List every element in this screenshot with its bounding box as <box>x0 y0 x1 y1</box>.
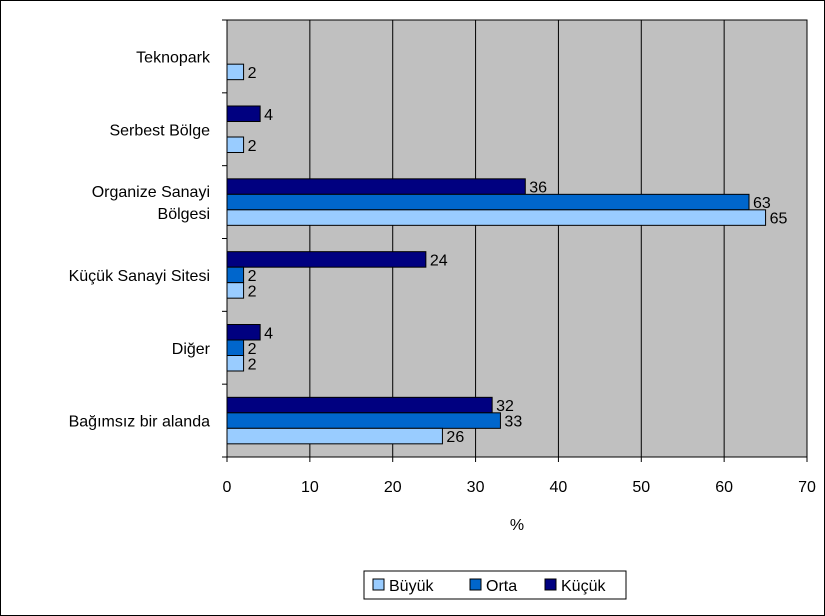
bar-kk <box>226 251 427 268</box>
bar-orta <box>226 266 245 284</box>
data-label: 2 <box>248 356 257 373</box>
category-label: Serbest Bölge <box>109 122 210 139</box>
x-tick-labels: 0 10 20 30 40 50 60 70 <box>223 479 816 496</box>
bars <box>226 63 767 445</box>
legend-swatch <box>544 578 557 591</box>
legend-swatch <box>372 578 385 591</box>
x-tick-label: 70 <box>798 479 816 496</box>
category-label: Teknopark <box>136 49 211 66</box>
legend-swatch <box>469 578 482 591</box>
legend-label: Orta <box>486 578 517 595</box>
bar-byk <box>226 282 245 299</box>
x-axis-title: % <box>510 517 524 534</box>
data-label: 2 <box>248 341 257 358</box>
data-label: 2 <box>248 283 257 300</box>
bar-byk <box>226 355 245 372</box>
bar-byk <box>226 136 245 153</box>
axes <box>222 19 808 462</box>
x-tick-label: 60 <box>715 479 733 496</box>
data-label: 33 <box>504 414 522 431</box>
bar-kk <box>226 178 526 195</box>
x-tick-label: 50 <box>632 479 650 496</box>
data-label: 65 <box>770 211 788 228</box>
bar-byk <box>226 209 767 226</box>
data-label: 2 <box>248 138 257 155</box>
bar-kk <box>226 396 493 414</box>
bar-byk <box>226 63 245 81</box>
legend-label: Küçük <box>561 578 606 595</box>
bar-kk <box>226 105 261 122</box>
x-tick-label: 0 <box>223 479 232 496</box>
data-label: 26 <box>446 429 464 446</box>
x-tick-label: 40 <box>550 479 568 496</box>
data-label: 2 <box>248 268 257 285</box>
data-label: 4 <box>264 325 273 342</box>
category-label: Küçük Sanayi Sitesi <box>69 268 210 285</box>
x-tick-label: 20 <box>384 479 402 496</box>
data-label: 4 <box>264 107 273 124</box>
x-tick-label: 30 <box>467 479 485 496</box>
bar-orta <box>226 339 245 356</box>
category-label: Organize Sanayi Bölgesi <box>92 184 210 223</box>
data-label: 32 <box>496 398 514 415</box>
data-label: 36 <box>529 180 547 197</box>
data-label: 63 <box>753 195 771 212</box>
bar-kk <box>226 324 261 341</box>
x-tick-label: 10 <box>301 479 319 496</box>
bar-orta <box>226 412 501 429</box>
legend-label: Büyük <box>389 578 434 595</box>
legend-box <box>363 570 627 600</box>
bar-orta <box>226 193 750 211</box>
data-label: 24 <box>430 252 448 269</box>
category-label: Diğer <box>172 341 211 358</box>
bar-byk <box>226 427 443 445</box>
data-label: 2 <box>248 65 257 82</box>
plot-area <box>227 20 807 457</box>
legend: Büyük Orta Küçük <box>363 570 627 600</box>
category-label: Bağımsız bir alanda <box>69 414 211 431</box>
category-labels: Teknopark Serbest Bölge Organize Sanayi Böl… <box>69 49 211 430</box>
